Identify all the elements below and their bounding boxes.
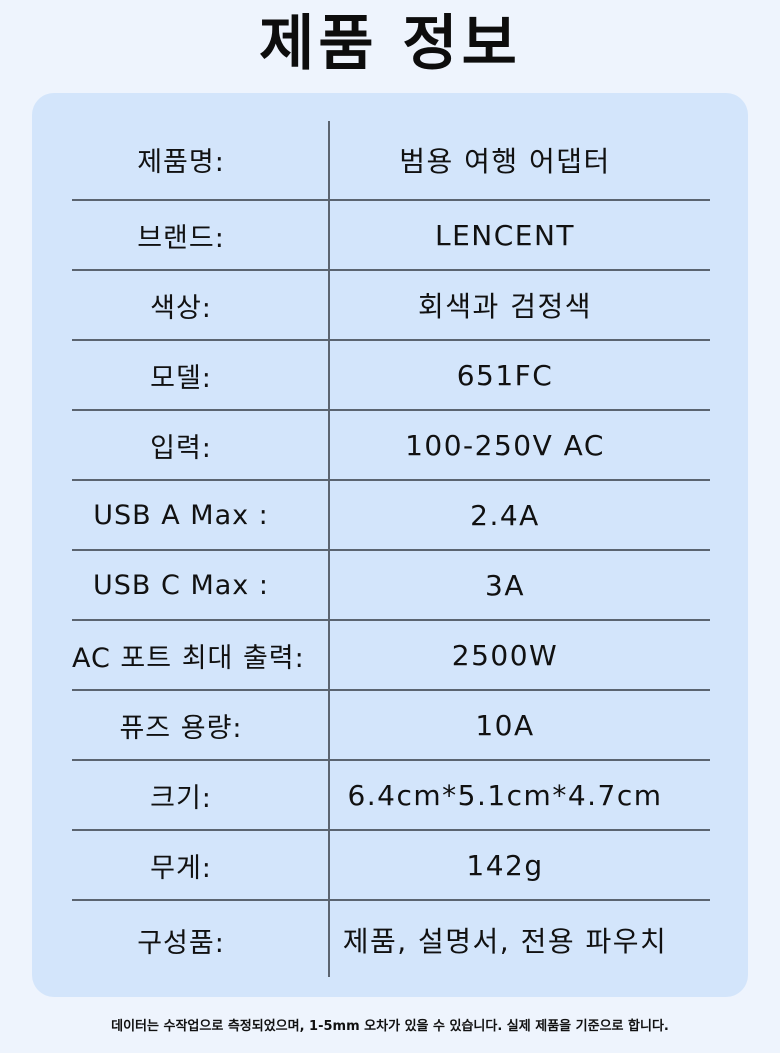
spec-value: 제품, 설명서, 전용 파우치: [342, 925, 668, 958]
spec-row: 색상: 회색과 검정색: [72, 271, 710, 341]
spec-label: 브랜드:: [137, 222, 225, 254]
spec-row: 모델: 651FC: [72, 341, 710, 411]
spec-label: AC 포트 최대 출력:: [72, 642, 305, 674]
spec-row: USB A Max : 2.4A: [72, 481, 710, 551]
spec-row: 무게: 142g: [72, 831, 710, 901]
spec-label: 무게:: [150, 852, 212, 884]
spec-value: 10A: [475, 708, 535, 742]
spec-label: 모델:: [150, 362, 212, 394]
spec-row: 브랜드: LENCENT: [72, 201, 710, 271]
spec-label: USB C Max :: [93, 569, 269, 601]
spec-label: 구성품:: [137, 927, 225, 959]
spec-table: 제품명: 범용 여행 어댑터 브랜드: LENCENT 색상: 회색과 검정색 모델:…: [72, 120, 710, 979]
spec-label: 제품명:: [137, 147, 225, 178]
spec-value: 6.4cm*5.1cm*4.7cm: [347, 778, 663, 812]
spec-value: 100-250V AC: [405, 428, 605, 462]
spec-value: LENCENT: [434, 218, 576, 252]
spec-value: 3A: [485, 568, 525, 602]
footnote: 데이터는 수작업으로 측정되었으며, 1-5mm 오차가 있을 수 있습니다. …: [111, 1019, 669, 1034]
spec-value: 범용 여행 어댑터: [399, 144, 611, 178]
page-title: 제품 정보: [259, 9, 521, 79]
spec-value: 2500W: [451, 638, 559, 672]
spec-row: AC 포트 최대 출력: 2500W: [72, 621, 710, 691]
spec-row: 퓨즈 용량: 10A: [72, 691, 710, 761]
spec-label: 색상:: [150, 292, 212, 324]
spec-label: 크기:: [150, 782, 212, 814]
spec-label: USB A Max :: [93, 499, 269, 531]
spec-value: 142g: [466, 848, 544, 882]
spec-label: 입력:: [150, 432, 212, 464]
spec-card: [32, 93, 748, 997]
spec-value: 2.4A: [470, 498, 540, 532]
spec-row: USB C Max : 3A: [72, 551, 710, 621]
spec-row: 입력: 100-250V AC: [72, 411, 710, 481]
spec-row: 구성품: 제품, 설명서, 전용 파우치: [72, 901, 710, 979]
spec-value: 회색과 검정색: [418, 290, 592, 323]
spec-label: 퓨즈 용량:: [119, 712, 243, 744]
spec-row: 제품명: 범용 여행 어댑터: [72, 120, 710, 201]
spec-value: 651FC: [456, 358, 554, 392]
spec-row: 크기: 6.4cm*5.1cm*4.7cm: [72, 761, 710, 831]
